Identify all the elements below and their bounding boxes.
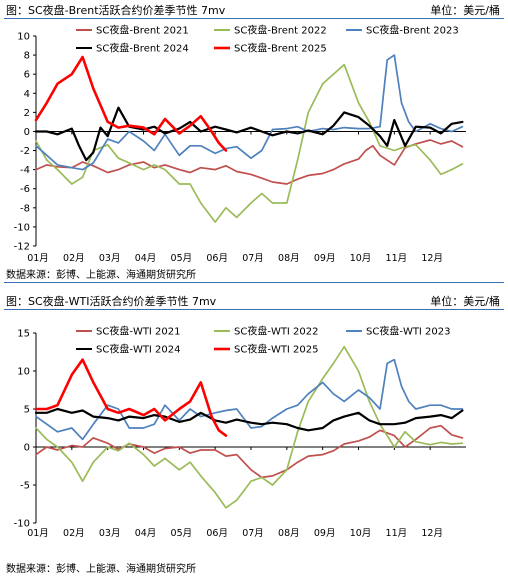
x-tick-label: 09月 bbox=[314, 253, 336, 264]
series-line bbox=[35, 54, 464, 171]
unit-label: 单位：美元/桶 bbox=[430, 295, 500, 308]
series-line bbox=[34, 106, 464, 162]
y-tick-label: 15 bbox=[17, 329, 30, 340]
y-tick-label: 10 bbox=[17, 367, 30, 378]
y-tick-label: -12 bbox=[14, 242, 30, 253]
x-tick-label: 04月 bbox=[135, 253, 157, 264]
x-tick-label: 04月 bbox=[135, 528, 157, 539]
y-tick-label: 5 bbox=[24, 405, 30, 416]
legend-label: SC夜盘-Brent 2021 bbox=[96, 24, 189, 37]
divider bbox=[4, 282, 504, 283]
legend-label: SC夜盘-Brent 2025 bbox=[234, 42, 327, 55]
x-tick-label: 10月 bbox=[350, 253, 372, 264]
x-tick-label: 08月 bbox=[278, 253, 300, 264]
x-tick-label: 07月 bbox=[242, 528, 264, 539]
chart-title: 图：SC夜盘-Brent活跃合约价差季节性 7mv bbox=[6, 4, 226, 17]
y-tick-label: -5 bbox=[20, 481, 30, 492]
x-tick-label: 07月 bbox=[242, 253, 264, 264]
chart-title-bar: 图：SC夜盘-Brent活跃合约价差季节性 7mv 单位：美元/桶 bbox=[4, 0, 504, 19]
series-line bbox=[34, 55, 228, 152]
y-tick-label: -10 bbox=[14, 222, 30, 233]
legend-label: SC夜盘-Brent 2022 bbox=[234, 24, 327, 37]
x-tick-label: 06月 bbox=[206, 528, 228, 539]
source-note: 数据来源：彭博、上能源、海通期货研究所 bbox=[6, 270, 196, 281]
x-tick-label: 01月 bbox=[27, 528, 49, 539]
x-tick-label: 02月 bbox=[63, 528, 85, 539]
legend-label: SC夜盘-WTI 2024 bbox=[96, 343, 181, 356]
x-tick-label: 11月 bbox=[386, 528, 408, 539]
x-tick-label: 06月 bbox=[206, 253, 228, 264]
series-line bbox=[35, 63, 464, 223]
y-tick-label: 4 bbox=[24, 89, 30, 100]
series-line bbox=[35, 345, 464, 509]
x-tick-label: 05月 bbox=[171, 253, 193, 264]
chart-title: 图：SC夜盘-WTI活跃合约价差季节性 7mv bbox=[6, 295, 217, 308]
brent-spread-chart: -12 -10 -8 -6 -4 -2 0 2 4 6 8 10 01月 02月 03月 04月 05月 06月 0… bbox=[14, 24, 466, 264]
legend-label: SC夜盘-Brent 2023 bbox=[366, 24, 459, 37]
series-line bbox=[34, 407, 464, 432]
y-tick-label: 8 bbox=[24, 51, 30, 62]
y-tick-label: -4 bbox=[20, 165, 30, 176]
legend-label: SC夜盘-WTI 2025 bbox=[234, 343, 319, 356]
wti-spread-chart: -10 -5 0 5 10 15 01月 02月 03月 04月 05月 06月 07月 08月 09月 10… bbox=[14, 325, 466, 539]
x-tick-label: 10月 bbox=[350, 528, 372, 539]
x-tick-label: 02月 bbox=[63, 253, 85, 264]
series-line bbox=[34, 358, 228, 437]
series-line bbox=[35, 424, 464, 479]
y-tick-label: -6 bbox=[20, 184, 30, 195]
chart-panel-wti: 图：SC夜盘-WTI活跃合约价差季节性 7mv 单位：美元/桶 -10 -5 0 5 1… bbox=[0, 291, 508, 576]
chart-panel-brent: 图：SC夜盘-Brent活跃合约价差季节性 7mv 单位：美元/桶 -12 -10… bbox=[4, 0, 504, 283]
x-tick-label: 09月 bbox=[314, 528, 336, 539]
x-tick-label: 03月 bbox=[99, 253, 121, 264]
series-line bbox=[35, 358, 464, 441]
x-tick-label: 12月 bbox=[421, 253, 443, 264]
x-tick-label: 01月 bbox=[27, 253, 49, 264]
y-tick-label: 6 bbox=[24, 70, 30, 81]
y-tick-label: 0 bbox=[24, 127, 30, 138]
unit-label: 单位：美元/桶 bbox=[430, 4, 500, 17]
legend-label: SC夜盘-WTI 2022 bbox=[234, 325, 319, 338]
x-tick-label: 05月 bbox=[171, 528, 193, 539]
x-tick-label: 11月 bbox=[386, 253, 408, 264]
y-tick-label: 2 bbox=[24, 108, 30, 119]
legend-label: SC夜盘-Brent 2024 bbox=[96, 42, 189, 55]
y-tick-label: 10 bbox=[17, 32, 30, 43]
y-tick-label: -8 bbox=[20, 203, 30, 214]
y-tick-label: 0 bbox=[24, 443, 30, 454]
x-tick-label: 12月 bbox=[421, 528, 443, 539]
source-note: 数据来源：彭博、上能源、海通期货研究所 bbox=[6, 564, 196, 575]
x-tick-label: 08月 bbox=[278, 528, 300, 539]
series-line bbox=[35, 139, 464, 185]
legend-label: SC夜盘-WTI 2023 bbox=[366, 325, 451, 338]
x-tick-label: 03月 bbox=[99, 528, 121, 539]
chart-title-bar: 图：SC夜盘-WTI活跃合约价差季节性 7mv 单位：美元/桶 bbox=[4, 291, 504, 310]
y-tick-label: -2 bbox=[20, 146, 30, 157]
y-tick-label: -10 bbox=[14, 519, 30, 530]
legend-label: SC夜盘-WTI 2021 bbox=[96, 325, 181, 338]
